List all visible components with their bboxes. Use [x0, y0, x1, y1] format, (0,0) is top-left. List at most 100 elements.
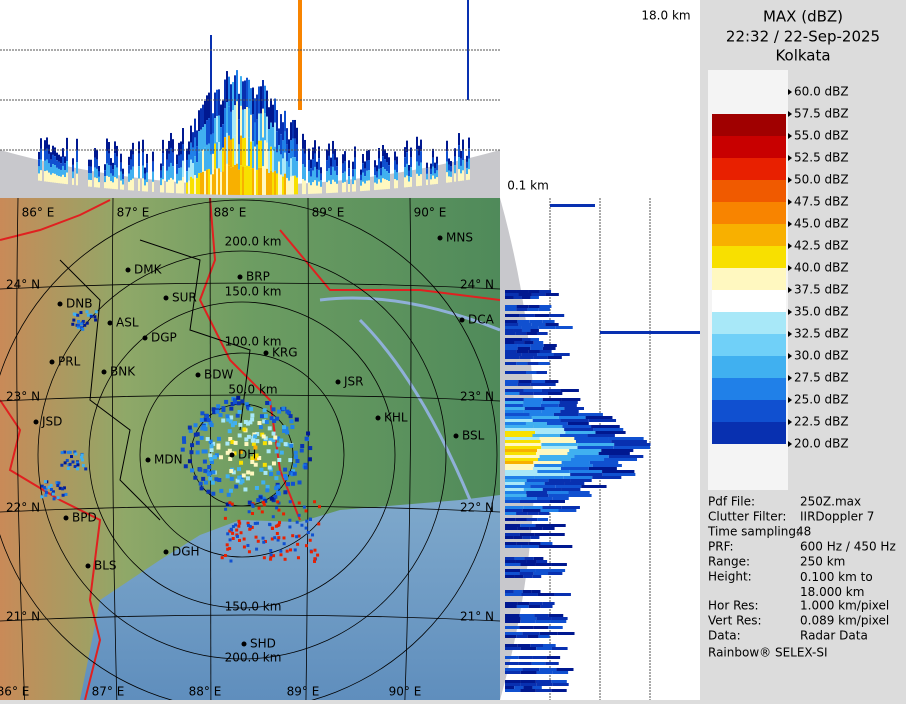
- echo-row: [505, 593, 522, 596]
- echo-column: [272, 127, 274, 150]
- legend-swatch: [712, 180, 786, 202]
- echo-row: [535, 689, 552, 692]
- echo-row: [505, 644, 518, 647]
- echo-row: [517, 644, 531, 647]
- echo-column: [58, 176, 60, 184]
- echo-row: [537, 473, 571, 476]
- legend-swatch: [712, 422, 786, 444]
- echo-column: [282, 140, 284, 159]
- echo-row: [521, 545, 539, 548]
- echo-column: [206, 144, 208, 170]
- echo-row: [595, 431, 626, 434]
- echo-cell: [238, 422, 243, 427]
- echo-column: [320, 167, 322, 174]
- echo-column: [374, 167, 376, 176]
- lat-label: 22° N: [460, 501, 494, 515]
- echo-cell: [300, 443, 305, 448]
- echo-row: [535, 563, 552, 566]
- echo-column: [224, 165, 226, 195]
- echo-column: [262, 166, 264, 195]
- echo-cell: [219, 488, 224, 493]
- echo-cell: [293, 548, 297, 552]
- echo-column: [240, 165, 242, 195]
- echo-column: [332, 140, 334, 154]
- echo-column: [242, 166, 244, 195]
- echo-column: [38, 151, 40, 160]
- echo-cell: [225, 450, 230, 455]
- echo-column: [168, 140, 170, 154]
- city-dot: [459, 317, 465, 323]
- echo-column: [466, 167, 468, 175]
- echo-row: [522, 509, 541, 512]
- echo-row: [602, 470, 635, 473]
- echo-column: [38, 166, 40, 174]
- echo-row: [545, 293, 559, 296]
- echo-column: [132, 154, 134, 167]
- echo-row: [515, 560, 527, 563]
- echo-row: [531, 323, 546, 326]
- echo-row: [556, 668, 574, 671]
- echo-cell: [282, 542, 286, 546]
- echo-column: [232, 138, 234, 167]
- echo-row: [575, 440, 612, 443]
- echo-row: [505, 485, 531, 488]
- echo-row: [542, 398, 562, 401]
- echo-column: [44, 140, 46, 151]
- echo-column: [198, 173, 200, 195]
- echo-column: [212, 174, 214, 195]
- echo-column: [388, 165, 390, 174]
- echo-column: [430, 174, 432, 180]
- echo-row: [534, 428, 565, 431]
- echo-column: [54, 173, 56, 183]
- echo-row: [532, 434, 560, 437]
- echo-cell: [297, 534, 301, 538]
- echo-cell: [94, 318, 98, 322]
- echo-row: [608, 437, 644, 440]
- echo-cell: [313, 548, 317, 552]
- echo-cell: [283, 490, 288, 495]
- echo-column: [334, 181, 336, 193]
- echo-row: [540, 440, 576, 443]
- info-value: 1.000 km/pixel: [800, 599, 889, 613]
- echo-cell: [257, 455, 262, 460]
- echo-cell: [80, 453, 84, 457]
- echo-row: [547, 491, 569, 494]
- legend-label: 60.0 dBZ: [794, 85, 849, 99]
- echo-row: [546, 422, 568, 425]
- echo-column: [208, 168, 210, 195]
- echo-column: [146, 182, 148, 192]
- echo-column: [288, 166, 290, 181]
- echo-column: [236, 70, 238, 102]
- echo-column: [116, 178, 118, 190]
- echo-spike: [550, 204, 595, 207]
- echo-row: [519, 314, 535, 317]
- echo-row: [541, 401, 560, 404]
- echo-column: [276, 173, 278, 195]
- info-label: Height:: [708, 570, 752, 584]
- echo-column: [242, 138, 244, 167]
- echo-column: [382, 145, 384, 157]
- echo-column: [244, 109, 246, 138]
- echo-row: [608, 455, 644, 458]
- echo-column: [200, 129, 202, 152]
- echo-column: [210, 154, 212, 175]
- echo-column: [160, 170, 162, 178]
- echo-column: [280, 114, 282, 135]
- legend-tick: [788, 243, 792, 249]
- echo-column: [76, 162, 78, 174]
- echo-row: [505, 686, 515, 689]
- echo-cell: [268, 440, 273, 445]
- echo-column: [354, 146, 356, 158]
- echo-column: [132, 142, 134, 155]
- echo-row: [515, 371, 526, 374]
- lon-label: 88° E: [189, 685, 222, 699]
- echo-column: [342, 154, 344, 164]
- echo-column: [336, 157, 338, 167]
- echo-cell: [273, 494, 278, 499]
- echo-row: [560, 389, 579, 392]
- echo-row: [534, 314, 550, 317]
- echo-column: [96, 150, 98, 160]
- echo-cell: [271, 461, 276, 466]
- echo-column: [360, 169, 362, 175]
- echo-column: [188, 180, 190, 194]
